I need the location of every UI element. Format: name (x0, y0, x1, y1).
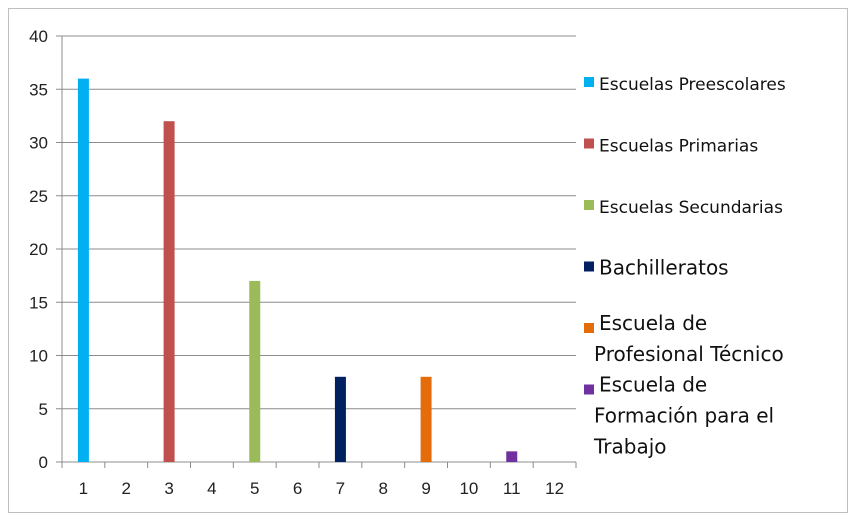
y-tick-label-40: 40 (29, 27, 48, 46)
bar-series-1 (77, 78, 89, 462)
legend-label-2: Escuelas Primarias (599, 137, 758, 157)
y-tick-label-0: 0 (39, 453, 48, 472)
legend-label-6-line-3: Trabajo (593, 435, 667, 459)
x-tick-label-7: 7 (336, 479, 345, 498)
x-tick-label-12: 12 (545, 479, 564, 498)
bar-series-5 (420, 376, 432, 462)
legend-label-4: Bachilleratos (599, 256, 729, 280)
x-tick-label-4: 4 (207, 479, 216, 498)
legend-key-6 (584, 384, 594, 395)
legend-label-3: Escuelas Secundarias (599, 198, 783, 218)
y-tick-label-30: 30 (29, 134, 48, 153)
bar-series-3 (249, 280, 261, 462)
legend-key-3 (584, 200, 594, 210)
x-tick-label-3: 3 (164, 479, 173, 498)
x-tick-label-8: 8 (379, 479, 388, 498)
x-tick-label-2: 2 (122, 479, 131, 498)
bar-series-6 (506, 451, 518, 462)
legend-label-1: Escuelas Preescolares (599, 75, 786, 95)
legend-key-5 (584, 323, 594, 333)
y-tick-label-20: 20 (29, 240, 48, 259)
bar-series-4 (334, 376, 346, 462)
y-tick-label-10: 10 (29, 347, 48, 366)
legend-key-2 (584, 138, 594, 149)
legend-key-4 (584, 261, 594, 272)
legend-label-5-line-2: Profesional Técnico (594, 342, 784, 366)
x-tick-label-6: 6 (293, 479, 302, 498)
y-tick-label-5: 5 (39, 400, 48, 419)
x-tick-label-1: 1 (79, 479, 88, 498)
x-tick-label-9: 9 (421, 479, 430, 498)
x-tick-label-5: 5 (250, 479, 259, 498)
y-tick-label-25: 25 (29, 187, 48, 206)
y-tick-label-35: 35 (29, 80, 48, 99)
bar-series-2 (163, 121, 175, 462)
legend-label-6-line-1: Escuela de (599, 373, 707, 397)
y-tick-label-15: 15 (29, 293, 48, 312)
legend-label-6-line-2: Formación para el (594, 404, 774, 428)
legend-key-1 (584, 77, 594, 87)
x-tick-label-11: 11 (503, 479, 521, 498)
legend-label-5-line-1: Escuela de (599, 311, 707, 335)
x-tick-label-10: 10 (459, 479, 478, 498)
